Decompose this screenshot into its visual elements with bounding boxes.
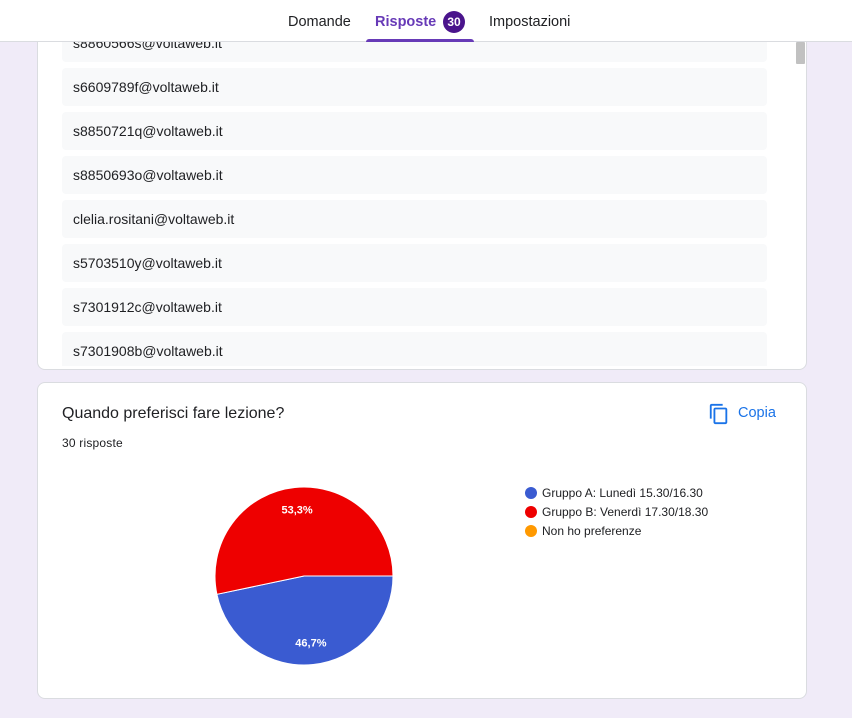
response-count-badge: 30 <box>443 11 465 33</box>
legend-label: Gruppo A: Lunedì 15.30/16.30 <box>542 486 703 500</box>
email-list-item: s5703510y@voltaweb.it <box>62 244 767 282</box>
chart-legend: Gruppo A: Lunedì 15.30/16.30 Gruppo B: Ve… <box>525 484 708 541</box>
legend-item: Gruppo B: Venerdì 17.30/18.30 <box>525 503 708 522</box>
email-list-item: s8850693o@voltaweb.it <box>62 156 767 194</box>
pie-slice-0[interactable] <box>216 575 394 666</box>
active-tab-indicator <box>366 39 474 42</box>
email-list-item: s6609789f@voltaweb.it <box>62 68 767 106</box>
pie-chart: 46,7% 53,3% <box>214 486 394 666</box>
legend-label: Non ho preferenze <box>542 524 642 538</box>
legend-color-dot <box>525 506 537 518</box>
tab-impostazioni[interactable]: Impostazioni <box>489 14 571 30</box>
legend-color-dot <box>525 487 537 499</box>
question-summary-card: Quando preferisci fare lezione? 30 rispo… <box>37 382 807 699</box>
email-list[interactable]: s8860566s@voltaweb.it s6609789f@voltaweb.… <box>62 42 767 366</box>
pie-slice-label: 53,3% <box>281 505 312 517</box>
tab-risposte-label: Risposte <box>375 14 437 30</box>
copy-chart-label: Copia <box>738 405 776 421</box>
pie-slice-label: 46,7% <box>295 637 326 649</box>
email-list-item: s8850721q@voltaweb.it <box>62 112 767 150</box>
email-list-item: s7301912c@voltaweb.it <box>62 288 767 326</box>
email-list-scrollbar[interactable] <box>796 42 805 366</box>
top-tab-bar: Domande Risposte 30 Impostazioni <box>0 0 852 42</box>
legend-label: Gruppo B: Venerdì 17.30/18.30 <box>542 505 709 519</box>
tab-risposte[interactable]: Risposte 30 <box>366 0 474 42</box>
email-responses-card: s8860566s@voltaweb.it s6609789f@voltaweb.… <box>37 20 807 370</box>
email-list-item: clelia.rositani@voltaweb.it <box>62 200 767 238</box>
legend-item: Gruppo A: Lunedì 15.30/16.30 <box>525 484 708 503</box>
email-list-item: s8860566s@voltaweb.it <box>62 42 767 62</box>
tab-domande[interactable]: Domande <box>288 14 351 30</box>
legend-color-dot <box>525 525 537 537</box>
response-count: 30 risposte <box>62 436 123 450</box>
email-list-item: s7301908b@voltaweb.it <box>62 332 767 366</box>
question-title: Quando preferisci fare lezione? <box>62 405 285 422</box>
scrollbar-thumb[interactable] <box>796 42 805 64</box>
copy-icon <box>709 403 728 425</box>
legend-item: Non ho preferenze <box>525 522 708 541</box>
pie-slice-1[interactable] <box>214 486 394 595</box>
